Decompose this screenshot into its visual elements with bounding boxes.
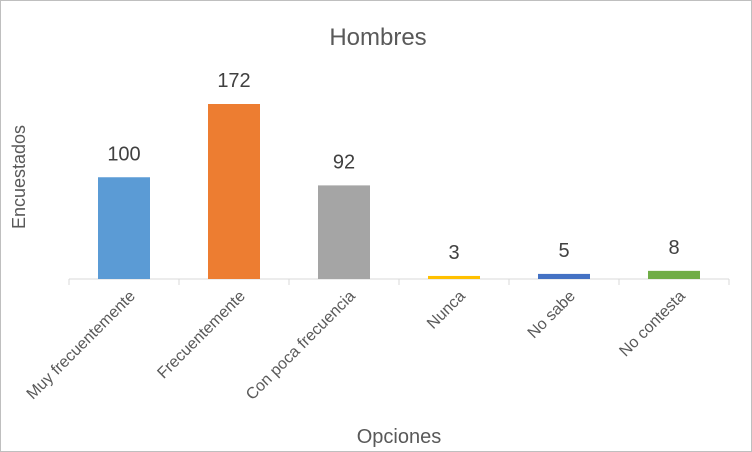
- data-label: 100: [107, 143, 140, 165]
- x-tick-label: No contesta: [616, 288, 688, 360]
- chart-title: Hombres: [329, 24, 426, 51]
- y-axis-title: Encuestados: [9, 125, 29, 229]
- bar: [318, 185, 370, 279]
- bar: [428, 275, 480, 279]
- plot-area: 100 Muy frecuentemente 172 Frecuentemente 92…: [24, 70, 730, 404]
- bar: [648, 270, 700, 279]
- bar: [208, 104, 260, 279]
- data-label: 8: [668, 237, 679, 259]
- data-label: 172: [217, 70, 250, 92]
- data-label: 5: [558, 240, 569, 262]
- data-label: 3: [448, 242, 459, 264]
- x-tick-label: Frecuentemente: [154, 288, 248, 382]
- x-tick-label: Nunca: [424, 288, 469, 333]
- x-tick-label: No sabe: [525, 288, 579, 342]
- data-label: 92: [333, 151, 355, 173]
- x-tick-label: Muy frecuentemente: [24, 288, 139, 403]
- bar: [98, 177, 150, 279]
- x-tick-label: Con poca frecuencia: [243, 288, 359, 404]
- bar: [538, 273, 590, 279]
- x-axis-title: Opciones: [357, 426, 442, 448]
